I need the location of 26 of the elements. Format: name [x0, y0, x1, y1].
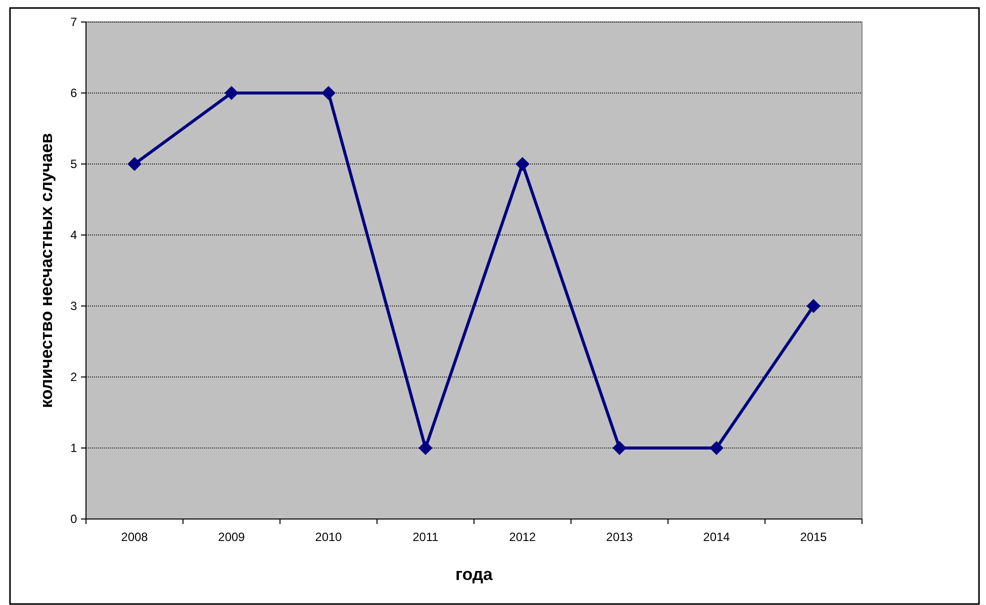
- x-tick-label: 2014: [703, 530, 730, 544]
- x-tick-label: 2013: [606, 530, 634, 544]
- point: [710, 441, 724, 455]
- point: [128, 157, 142, 171]
- point: [418, 441, 432, 455]
- y-tick-label: 3: [70, 299, 78, 314]
- x-tick-label: 2010: [315, 530, 342, 544]
- y-axis-title: количество несчастных случаев: [37, 132, 56, 408]
- y-tick-label: 5: [70, 157, 78, 172]
- y-tick-label: 2: [70, 370, 78, 384]
- y-tick-label: 1: [70, 441, 78, 456]
- point: [806, 299, 820, 313]
- point: [516, 157, 530, 171]
- x-tick-label: 2008: [121, 530, 148, 544]
- x-tick-label: 2012: [509, 530, 536, 544]
- x-tick-label: 2015: [800, 530, 828, 544]
- x-tick-label: 2009: [218, 530, 246, 544]
- point: [224, 86, 238, 100]
- y-tick-label: 4: [70, 228, 78, 242]
- x-axis-title: года: [455, 565, 494, 584]
- y-tick-label: 7: [70, 15, 78, 30]
- x-tick-label: 2011: [412, 530, 439, 544]
- point: [612, 441, 626, 455]
- y-tick-label: 0: [70, 512, 78, 526]
- y-tick-label: 6: [70, 86, 78, 100]
- point: [322, 86, 336, 100]
